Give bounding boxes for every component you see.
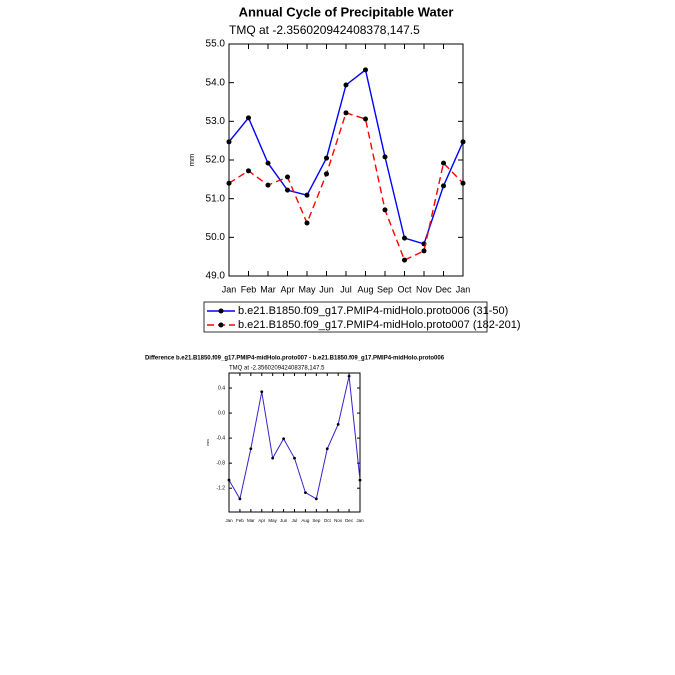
- y-tick-label: 51.0: [206, 193, 226, 204]
- data-point: [226, 180, 232, 186]
- x-tick-label: Oct: [397, 284, 412, 294]
- data-point: [304, 491, 307, 494]
- data-point: [325, 447, 329, 451]
- data-point: [358, 478, 362, 482]
- data-point: [226, 139, 232, 145]
- data-line: [228, 111, 464, 262]
- data-point: [271, 456, 275, 460]
- data-point: [343, 110, 349, 116]
- x-tick-label: May: [298, 284, 316, 294]
- x-tick-label: Dec: [435, 284, 452, 294]
- y-tick-label: 50.0: [206, 232, 226, 243]
- data-point: [382, 207, 388, 213]
- plot-frame: [228, 43, 464, 277]
- data-point: [460, 180, 466, 186]
- x-tick-label: Jun: [319, 284, 334, 294]
- data-point: [441, 183, 446, 189]
- x-tick-label: Jan: [356, 518, 364, 523]
- y-tick-label: -1.2: [216, 486, 225, 492]
- x-tick-label: Jul: [340, 284, 352, 294]
- data-point: [421, 248, 427, 254]
- y-tick-label: -0.4: [216, 435, 225, 441]
- x-tick-label: Jun: [280, 518, 288, 523]
- plot-frame: [228, 372, 361, 513]
- y-tick-label: 0.4: [218, 385, 225, 391]
- data-point: [293, 456, 296, 460]
- x-tick-label: Feb: [241, 284, 257, 294]
- x-tick-label: Jan: [222, 284, 237, 294]
- chart-title: Difference b.e21.B1850.f09_g17.PMIP4-mid…: [145, 356, 445, 362]
- data-point: [304, 220, 310, 226]
- x-tick-label: Jan: [456, 284, 471, 294]
- data-point: [363, 116, 368, 122]
- chart-title: Annual Cycle of Precipitable Water: [239, 4, 454, 19]
- data-point: [260, 390, 264, 394]
- data-point: [402, 235, 407, 241]
- x-tick-label: Nov: [416, 284, 433, 294]
- x-tick-label: Aug: [301, 518, 310, 523]
- y-tick-label: 54.0: [206, 77, 226, 88]
- y-tick-label: -0.8: [216, 460, 225, 466]
- y-axis-label: mm: [187, 154, 196, 167]
- x-tick-label: May: [268, 518, 277, 523]
- data-point: [343, 82, 349, 88]
- y-tick-label: 49.0: [206, 271, 226, 282]
- data-point: [441, 160, 446, 166]
- y-tick-label: 55.0: [206, 39, 226, 50]
- legend-label: b.e21.B1850.f09_g17.PMIP4-midHolo.proto0…: [238, 305, 508, 317]
- x-tick-label: Sep: [312, 518, 321, 523]
- data-point: [249, 447, 253, 451]
- data-point: [265, 182, 271, 188]
- data-point: [336, 422, 340, 426]
- data-point: [347, 374, 351, 378]
- x-tick-label: Oct: [324, 518, 332, 523]
- data-point: [363, 67, 368, 73]
- data-point: [304, 192, 310, 198]
- data-line: [228, 68, 464, 245]
- data-point: [402, 257, 407, 263]
- chart-subtitle: TMQ at -2.356020942408378,147.5: [229, 366, 325, 372]
- data-point: [246, 168, 251, 174]
- data-point: [314, 497, 318, 501]
- x-tick-label: Jan: [225, 518, 233, 523]
- x-tick-label: Apr: [280, 284, 294, 294]
- x-tick-label: Mar: [260, 284, 276, 294]
- x-tick-label: Dec: [345, 518, 354, 523]
- legend-marker: [218, 308, 224, 314]
- data-point: [227, 478, 231, 482]
- x-tick-label: Sep: [377, 284, 393, 294]
- data-line: [228, 376, 361, 501]
- y-tick-label: 53.0: [206, 116, 226, 127]
- legend-box: [203, 301, 488, 333]
- x-tick-label: Mar: [247, 518, 255, 523]
- y-axis-label: mm: [206, 439, 210, 445]
- legend-label: b.e21.B1850.f09_g17.PMIP4-midHolo.proto0…: [238, 319, 521, 331]
- data-point: [282, 437, 285, 441]
- data-point: [238, 497, 242, 501]
- data-point: [285, 174, 290, 180]
- data-point: [382, 154, 388, 160]
- data-point: [460, 139, 466, 145]
- x-tick-label: Aug: [357, 284, 373, 294]
- x-tick-label: Apr: [258, 518, 266, 523]
- y-tick-label: 52.0: [206, 155, 226, 166]
- data-point: [324, 171, 329, 177]
- x-tick-label: Nov: [334, 518, 343, 523]
- x-tick-label: Feb: [236, 518, 244, 523]
- legend-marker: [218, 322, 224, 328]
- data-point: [246, 115, 251, 121]
- data-point: [265, 160, 271, 166]
- data-point: [324, 155, 329, 161]
- chart-subtitle: TMQ at -2.356020942408378,147.5: [229, 23, 420, 37]
- data-point: [285, 187, 290, 193]
- y-tick-label: 0.0: [218, 410, 225, 416]
- x-tick-label: Jul: [292, 518, 298, 523]
